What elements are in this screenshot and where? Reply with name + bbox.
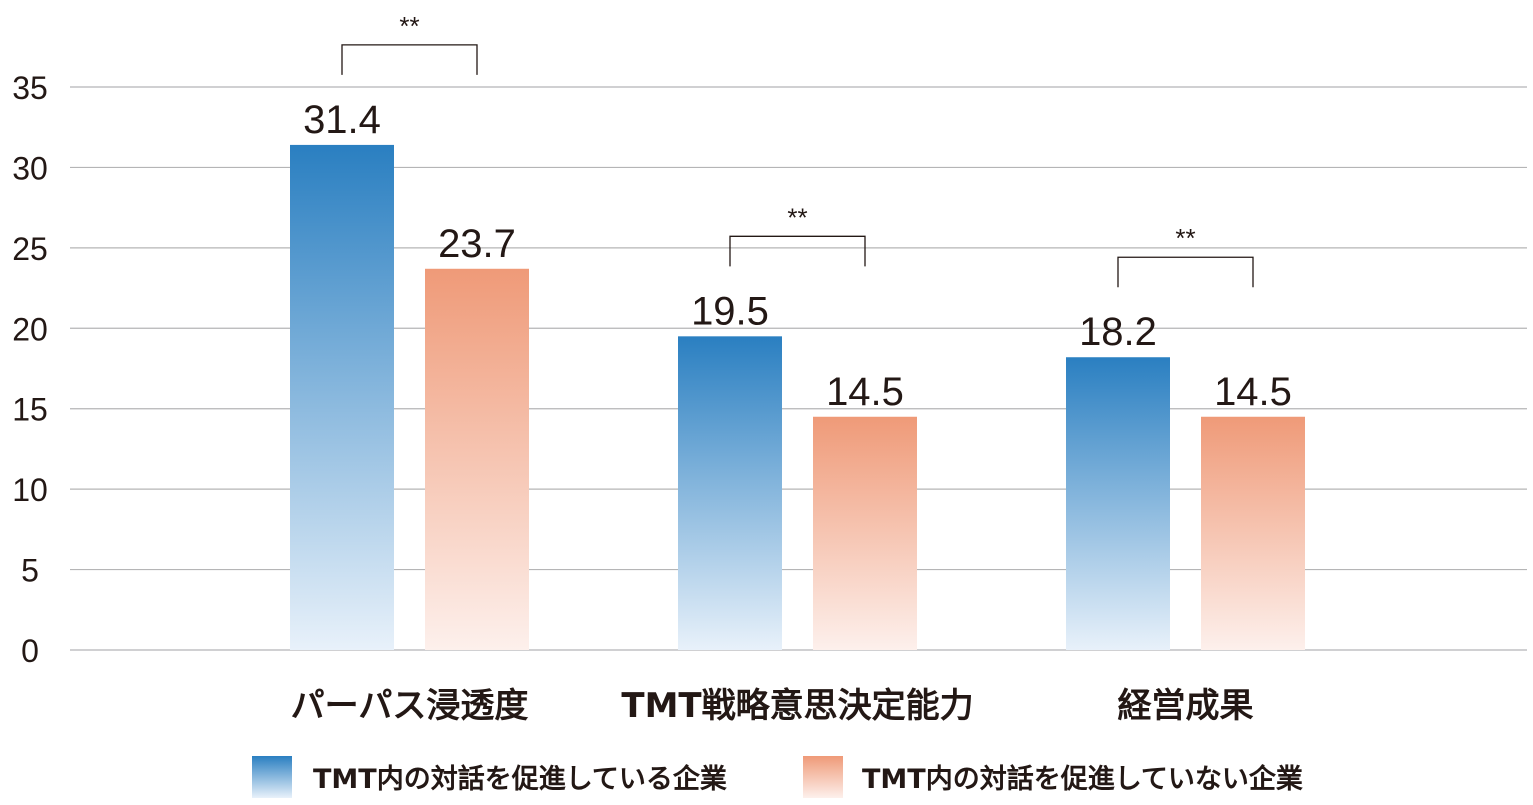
data-label: 14.5 [1214,370,1292,414]
significance-bracket [1117,256,1254,288]
y-tick-label: 30 [12,150,48,186]
y-tick-label: 20 [12,311,48,347]
bar-series-0-0 [290,144,394,650]
y-tick-label: 35 [12,70,48,106]
data-label: 18.2 [1079,310,1157,354]
significance-bracket [341,44,478,75]
bar-series-0-2 [1066,357,1170,650]
legend-label-series-1: TMT内の対話を促進していない企業 [862,763,1303,795]
significance-marker: ** [1175,223,1195,253]
data-label: 23.7 [438,222,516,266]
significance-bracket [729,235,866,267]
data-labels: 31.4 23.7 19.5 14.5 18.2 14.5 [303,98,1292,414]
category-label: パーパス浸透度 [291,686,529,726]
gridlines [70,86,1527,651]
bar-series-0-1 [678,336,782,650]
bars [290,144,1305,650]
y-tick-label: 25 [12,231,48,267]
y-tick-label: 5 [21,553,39,589]
significance-marker: ** [787,202,807,232]
legend-swatch-series-0 [252,756,292,798]
data-label: 31.4 [303,98,381,142]
y-tick-label: 0 [21,633,39,669]
bar-series-1-0 [425,268,529,650]
y-axis-ticks: 0 5 10 15 20 25 30 35 [12,70,48,669]
category-label: TMT戦略意思決定能力 [621,686,973,726]
category-labels: パーパス浸透度 TMT戦略意思決定能力 経営成果 [291,686,1254,726]
legend-label-series-0: TMT内の対話を促進している企業 [313,763,727,795]
y-tick-label: 15 [12,392,48,428]
bar-series-1-2 [1201,416,1305,650]
legend-swatch-series-1 [803,756,843,798]
category-label: 経営成果 [1118,686,1254,726]
significance-marker: ** [399,11,419,41]
significance-brackets: ** ** ** [341,11,1254,288]
data-label: 14.5 [826,370,904,414]
data-label: 19.5 [691,289,769,333]
bar-series-1-1 [813,416,917,650]
y-tick-label: 10 [12,472,48,508]
legend: TMT内の対話を促進している企業 TMT内の対話を促進していない企業 [252,756,1303,798]
